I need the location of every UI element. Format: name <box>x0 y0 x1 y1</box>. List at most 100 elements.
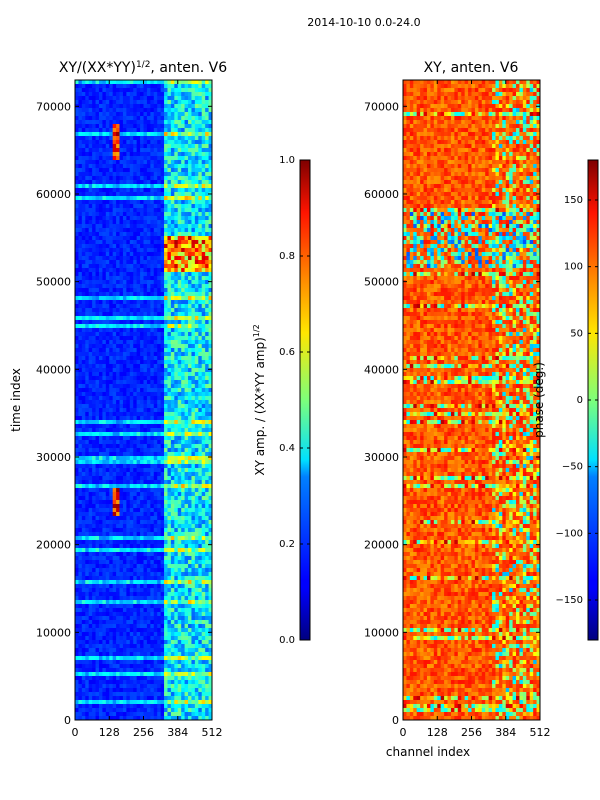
heatmap-cell <box>98 192 103 197</box>
heatmap-cell <box>146 356 151 361</box>
heatmap-cell <box>92 488 97 493</box>
heatmap-cell <box>146 260 151 265</box>
heatmap-cell <box>116 108 121 113</box>
heatmap-cell <box>164 532 169 537</box>
heatmap-cell <box>102 244 107 249</box>
heatmap-cell <box>133 264 138 269</box>
heatmap-cell <box>181 408 186 413</box>
heatmap-cell <box>85 104 90 109</box>
heatmap-cell <box>78 92 83 97</box>
heatmap-cell <box>116 352 121 357</box>
heatmap-cell <box>122 424 127 429</box>
heatmap-cell <box>177 280 182 285</box>
heatmap-cell <box>140 388 145 393</box>
heatmap-cell <box>153 280 158 285</box>
heatmap-cell <box>205 208 210 213</box>
heatmap-cell <box>95 228 100 233</box>
heatmap-cell <box>146 240 151 245</box>
heatmap-cell <box>105 340 110 345</box>
heatmap-cell <box>191 332 196 337</box>
heatmap-cell <box>116 216 121 221</box>
heatmap-cell <box>133 384 138 389</box>
heatmap-cell <box>157 376 162 381</box>
heatmap-cell <box>102 212 107 217</box>
heatmap-cell <box>146 204 151 209</box>
heatmap-cell <box>150 380 155 385</box>
heatmap-cell <box>112 196 117 201</box>
heatmap-cell <box>122 204 127 209</box>
heatmap-cell <box>140 412 145 417</box>
heatmap-cell <box>140 508 145 513</box>
heatmap-cell <box>122 552 127 557</box>
heatmap-cell <box>105 320 110 325</box>
heatmap-cell <box>194 408 199 413</box>
heatmap-cell <box>170 140 175 145</box>
heatmap-cell <box>205 196 210 201</box>
heatmap-cell <box>116 340 121 345</box>
heatmap-cell <box>119 548 124 553</box>
heatmap-cell <box>133 216 138 221</box>
heatmap-cell <box>157 232 162 237</box>
heatmap-cell <box>136 188 141 193</box>
heatmap-cell <box>194 212 199 217</box>
heatmap-cell <box>153 356 158 361</box>
heatmap-cell <box>126 312 131 317</box>
heatmap-cell <box>78 100 83 105</box>
heatmap-cell <box>157 448 162 453</box>
heatmap-cell <box>140 436 145 441</box>
heatmap-cell <box>119 504 124 509</box>
heatmap-cell <box>81 156 86 161</box>
heatmap-cell <box>157 260 162 265</box>
heatmap-cell <box>85 356 90 361</box>
heatmap-cell <box>75 188 80 193</box>
heatmap-cell <box>191 428 196 433</box>
heatmap-cell <box>160 156 165 161</box>
heatmap-cell <box>160 144 165 149</box>
heatmap-cell <box>181 528 186 533</box>
heatmap-cell <box>167 568 172 573</box>
heatmap-cell <box>191 148 196 153</box>
heatmap-cell <box>205 84 210 89</box>
heatmap-cell <box>126 300 131 305</box>
heatmap-cell <box>160 544 165 549</box>
heatmap-cell <box>153 124 158 129</box>
heatmap-cell <box>170 348 175 353</box>
heatmap-cell <box>78 220 83 225</box>
heatmap-cell <box>112 520 117 525</box>
heatmap-cell <box>160 540 165 545</box>
heatmap-cell <box>153 300 158 305</box>
heatmap-cell <box>205 136 210 141</box>
heatmap-cell <box>78 212 83 217</box>
heatmap-cell <box>81 500 86 505</box>
heatmap-cell <box>194 192 199 197</box>
heatmap-cell <box>119 376 124 381</box>
heatmap-cell <box>140 444 145 449</box>
heatmap-cell <box>146 516 151 521</box>
heatmap-cell <box>109 480 114 485</box>
heatmap-cell <box>81 360 86 365</box>
heatmap-cell <box>174 156 179 161</box>
heatmap-cell <box>170 568 175 573</box>
heatmap-cell <box>184 272 189 277</box>
heatmap-cell <box>188 268 193 273</box>
heatmap-cell <box>109 336 114 341</box>
heatmap-cell <box>98 340 103 345</box>
heatmap-cell <box>167 376 172 381</box>
heatmap-cell <box>164 416 169 421</box>
heatmap-cell <box>129 396 134 401</box>
heatmap-cell <box>205 508 210 513</box>
heatmap-cell <box>119 236 124 241</box>
heatmap-cell <box>177 512 182 517</box>
heatmap-cell <box>198 144 203 149</box>
heatmap-cell <box>98 92 103 97</box>
heatmap-cell <box>112 412 117 417</box>
heatmap-cell <box>184 284 189 289</box>
heatmap-cell <box>191 312 196 317</box>
heatmap-cell <box>98 376 103 381</box>
heatmap-cell <box>208 432 212 437</box>
heatmap-cell <box>160 284 165 289</box>
heatmap-cell <box>95 540 100 545</box>
heatmap-cell <box>174 520 179 525</box>
heatmap-cell <box>191 196 196 201</box>
heatmap-cell <box>85 256 90 261</box>
